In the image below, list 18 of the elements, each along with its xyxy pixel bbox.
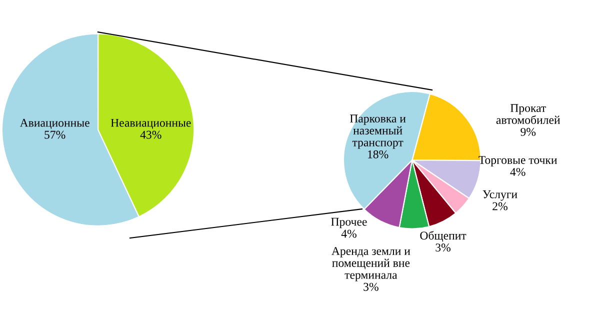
data-label: 3% xyxy=(364,282,378,291)
slice-label: Торговые точки xyxy=(478,156,557,166)
data-label: 3% xyxy=(436,244,450,252)
data-label: 57% xyxy=(44,130,66,139)
slice-label: Парковка и наземный транспорт xyxy=(350,114,406,149)
data-label: 18% xyxy=(368,150,388,158)
slice-label: Общепит xyxy=(420,231,466,242)
data-label: 4% xyxy=(341,230,356,238)
slice-label: Услуги xyxy=(482,190,518,201)
data-label: 2% xyxy=(492,202,508,210)
slice-label: Неавиационные xyxy=(110,118,191,129)
slice-label: Авиационные xyxy=(20,118,90,129)
slice-label: Прочее xyxy=(331,218,367,228)
slice-label: Прокат автомобилей xyxy=(496,104,560,124)
data-label: 43% xyxy=(140,130,162,139)
data-label: 9% xyxy=(520,128,536,136)
slice-label: Аренда земли и помещений вне терминала xyxy=(332,247,410,282)
data-label: 4% xyxy=(510,168,526,176)
